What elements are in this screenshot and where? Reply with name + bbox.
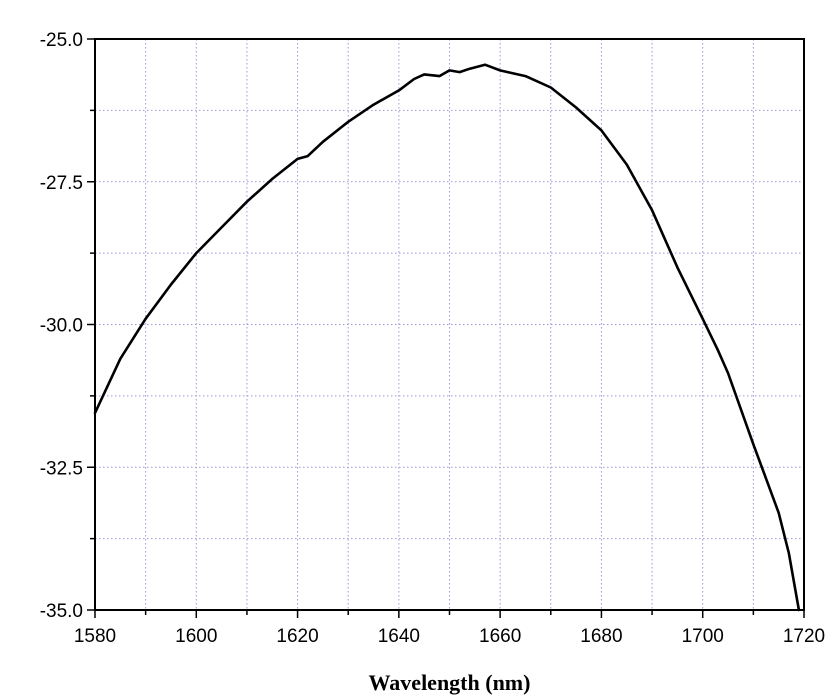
y-tick-labels: -25.0 -27.5 -30.0 -32.5 -35.0 xyxy=(40,30,83,622)
y-tick-label: -27.5 xyxy=(40,173,83,194)
y-tick-label: -30.0 xyxy=(40,316,83,337)
x-tick-label: 1620 xyxy=(276,626,318,647)
x-tick-label: 1660 xyxy=(479,626,521,647)
y-tick-label: -25.0 xyxy=(40,30,83,51)
series-layer xyxy=(93,63,801,612)
x-tick-label: 1580 xyxy=(74,626,116,647)
y-tick-label: -35.0 xyxy=(40,601,83,622)
x-axis-title: Wavelength (nm) xyxy=(369,670,531,695)
grid-lines xyxy=(95,39,804,610)
x-tick-label: 1600 xyxy=(175,626,217,647)
series-line xyxy=(93,63,801,612)
x-tick-label: 1640 xyxy=(378,626,420,647)
y-tick-label: -32.5 xyxy=(40,458,83,479)
axis-ticks xyxy=(87,38,805,618)
plot-frame xyxy=(94,38,805,611)
x-tick-label: 1720 xyxy=(783,626,825,647)
x-tick-label: 1700 xyxy=(682,626,724,647)
x-tick-label: 1680 xyxy=(580,626,622,647)
x-tick-labels: 1580 1600 1620 1640 1660 1680 1700 1720 xyxy=(74,626,825,647)
